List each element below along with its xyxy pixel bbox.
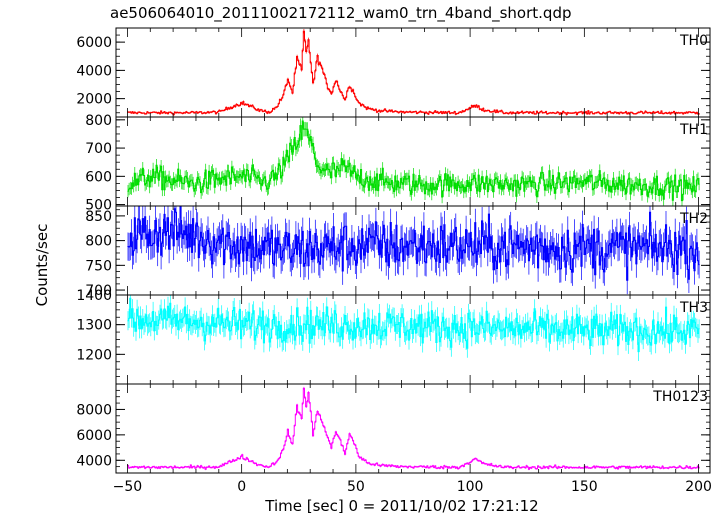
figure-title: ae506064010_20111002172112_wam0_trn_4ban… bbox=[110, 4, 572, 23]
y-tick-label: 800 bbox=[85, 113, 112, 129]
panel-th0: 2000 4000 6000 TH0 bbox=[76, 27, 711, 118]
panels-group: 2000 4000 6000 TH0 500 600 700 800 TH1 700 750 800 8… bbox=[76, 27, 711, 474]
y-tick-label: 500 bbox=[85, 198, 112, 214]
panel-label: TH2 bbox=[679, 211, 708, 227]
x-tick-label: −50 bbox=[113, 479, 143, 495]
y-tick-label: 750 bbox=[85, 258, 112, 274]
x-axis: −50 0 50 100 150 200 bbox=[113, 479, 712, 495]
panel-label: TH0 bbox=[679, 33, 708, 49]
x-tick-label: 100 bbox=[457, 479, 484, 495]
y-tick-label: 4000 bbox=[76, 63, 112, 79]
panel-label: TH0123 bbox=[652, 389, 708, 405]
panel-frame bbox=[115, 383, 711, 474]
panel-frame bbox=[115, 27, 711, 118]
panel-th2: 700 750 800 850 TH2 bbox=[85, 205, 711, 299]
y-tick-label: 850 bbox=[85, 209, 112, 225]
y-tick-label: 1300 bbox=[76, 318, 112, 334]
x-tick-label: 200 bbox=[685, 479, 712, 495]
panel-label: TH3 bbox=[679, 300, 708, 316]
error-bars-th0123 bbox=[127, 386, 700, 471]
y-tick-label: 800 bbox=[85, 234, 112, 250]
x-axis-label: Time [sec] 0 = 2011/10/02 17:21:12 bbox=[264, 497, 538, 515]
y-tick-label: 8000 bbox=[76, 402, 112, 418]
x-tick-label: 150 bbox=[571, 479, 598, 495]
y-axis-label: Counts/sec bbox=[33, 224, 51, 307]
y-tick-label: 600 bbox=[85, 169, 112, 185]
panel-frame bbox=[115, 116, 711, 207]
panel-label: TH1 bbox=[679, 122, 708, 138]
y-tick-label: 1400 bbox=[76, 288, 112, 304]
series-line-th3 bbox=[127, 297, 700, 353]
panel-th3: 1200 1300 1400 TH3 bbox=[76, 288, 711, 385]
panel-th1: 500 600 700 800 TH1 bbox=[85, 113, 711, 214]
y-tick-label: 6000 bbox=[76, 35, 112, 51]
x-tick-label: 50 bbox=[347, 479, 365, 495]
y-tick-label: 6000 bbox=[76, 428, 112, 444]
series-line-th0123 bbox=[127, 387, 700, 470]
series-line-th1 bbox=[127, 120, 700, 202]
y-tick-label: 2000 bbox=[76, 92, 112, 108]
x-tick-label: 0 bbox=[237, 479, 246, 495]
error-bars-th1 bbox=[127, 117, 700, 206]
panel-th0123: 4000 6000 8000 TH0123 bbox=[76, 383, 711, 474]
y-tick-label: 700 bbox=[85, 283, 112, 299]
series-line-th0 bbox=[127, 30, 700, 116]
series-line-th2 bbox=[127, 206, 700, 281]
y-tick-label: 700 bbox=[85, 141, 112, 157]
error-bars-th0 bbox=[127, 29, 700, 116]
y-tick-label: 4000 bbox=[76, 453, 112, 469]
y-tick-label: 1200 bbox=[76, 347, 112, 363]
